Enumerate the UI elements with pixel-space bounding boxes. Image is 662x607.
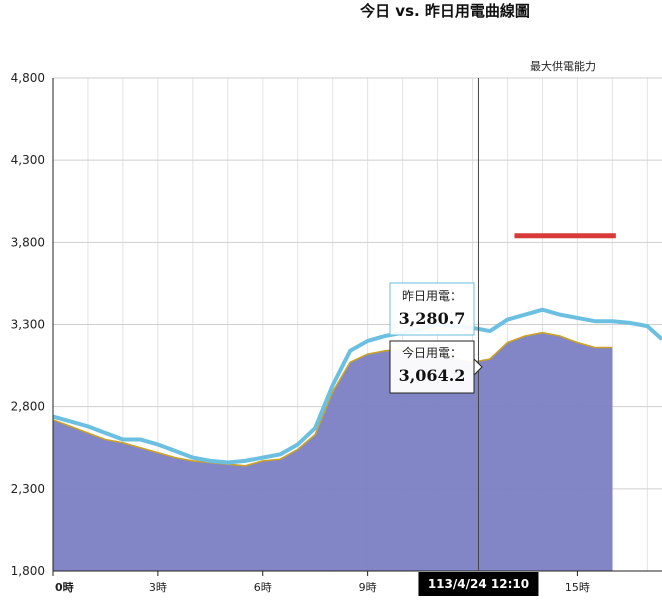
y-tick-label: 2,800 <box>11 400 45 414</box>
y-tick-label: 3,300 <box>11 318 45 332</box>
tooltip-today-value: 3,064.2 <box>399 366 466 385</box>
y-tick-label: 2,300 <box>11 482 45 496</box>
max-supply-label: 最大供電能力 <box>530 59 596 73</box>
tooltip-today <box>389 340 475 394</box>
x-tick-label: 15時 <box>565 581 590 594</box>
yesterday-usage-line <box>52 307 662 465</box>
crosshair-time-box <box>418 572 539 596</box>
x-tick-label: 0時 <box>55 580 74 594</box>
x-tick-label: 6時 <box>254 581 272 594</box>
y-tick-label: 4,300 <box>11 153 45 167</box>
y-tick-label: 1,800 <box>11 564 45 578</box>
x-axis: 0時 3時 6時 9時 15時 <box>52 570 662 594</box>
x-tick-label: 9時 <box>359 581 377 594</box>
tooltip-today-label: 今日用電： <box>402 345 462 360</box>
y-tick-label: 3,800 <box>11 235 45 249</box>
chart-title: 今日 vs. 昨日用電曲線圖 <box>359 2 530 20</box>
x-tick-label: 3時 <box>149 581 167 594</box>
today-usage-line <box>52 331 613 467</box>
y-axis: 1,800 2,300 2,800 3,300 3,800 4,300 4,800 <box>11 71 54 578</box>
line-layer <box>52 307 662 467</box>
tooltip-yesterday-label: 昨日用電： <box>402 289 462 303</box>
tooltip-yesterday <box>389 282 475 336</box>
y-tick-label: 4,800 <box>11 71 45 85</box>
overlay-layer: 最大供電能力 113/4/24 12:10 昨日用電： 3,280.7 今日用電： 3,0… <box>389 59 616 596</box>
tooltip-yesterday-value: 3,280.7 <box>399 309 466 328</box>
crosshair-time-label: 113/4/24 12:10 <box>428 577 529 591</box>
